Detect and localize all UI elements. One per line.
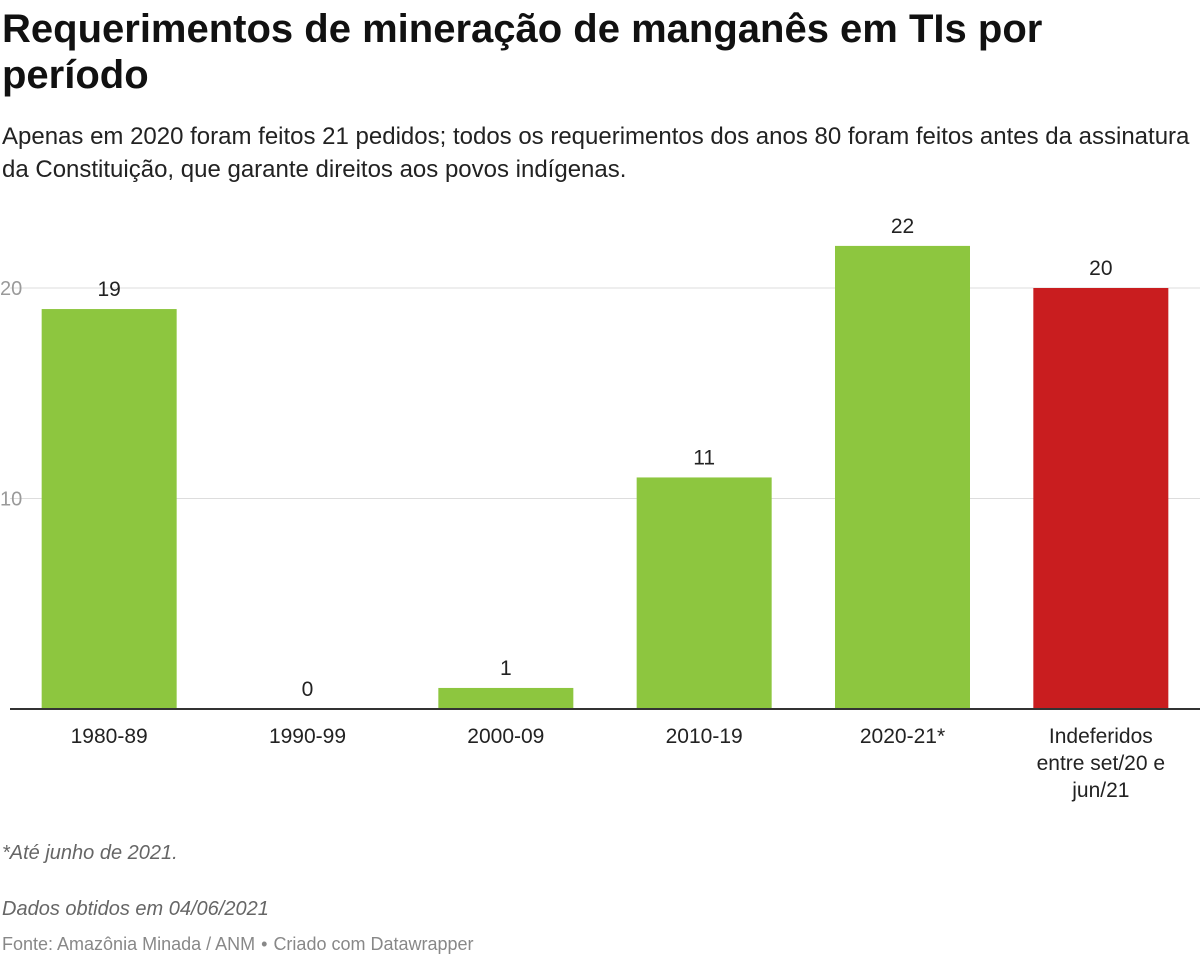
bar-4 [636, 477, 772, 709]
bar-3 [438, 687, 574, 709]
bar-1 [41, 309, 177, 709]
credit-link[interactable]: Criado com Datawrapper [273, 934, 474, 954]
y-tick-label: 20 [0, 278, 22, 300]
x-axis-tick-labels: 1980-89 1990-99 2000-09 2010-19 2020-21* Inde… [71, 725, 1165, 802]
y-tick-label: 10 [0, 489, 22, 511]
bar-value-label: 22 [891, 215, 914, 238]
bar-5 [835, 245, 970, 709]
x-tick-label: 1980-89 [71, 725, 148, 748]
chart-subtitle: Apenas em 2020 foram feitos 21 pedidos; … [2, 123, 1190, 183]
x-tick-label: jun/21 [1071, 779, 1129, 802]
x-tick-label: 2020-21* [860, 725, 945, 748]
x-tick-label: 1990-99 [269, 725, 346, 748]
footer: Fonte: Amazônia Minada / ANM • Criado com … [2, 934, 474, 955]
bar-6 [1033, 288, 1169, 709]
x-tick-label: entre set/20 e [1037, 752, 1165, 775]
bar-value-label: 20 [1089, 257, 1112, 280]
chart-title: Requerimentos de mineração de manganês e… [2, 7, 1043, 97]
bars [41, 245, 1169, 709]
x-tick-label: 2000-09 [467, 725, 544, 748]
source-text: Fonte: Amazônia Minada / ANM [2, 934, 256, 954]
bar-value-label: 11 [693, 446, 715, 469]
x-tick-label: 2010-19 [666, 725, 743, 748]
gridlines: 10 20 [0, 278, 1200, 511]
bar-value-label: 19 [97, 278, 120, 301]
bar-value-label: 1 [500, 657, 512, 680]
footnote: *Até junho de 2021. [2, 842, 178, 864]
x-tick-label: Indeferidos [1049, 725, 1153, 748]
bar-value-label: 0 [302, 678, 314, 701]
footer-separator: • [261, 934, 268, 954]
data-date-note: Dados obtidos em 04/06/2021 [2, 898, 269, 920]
